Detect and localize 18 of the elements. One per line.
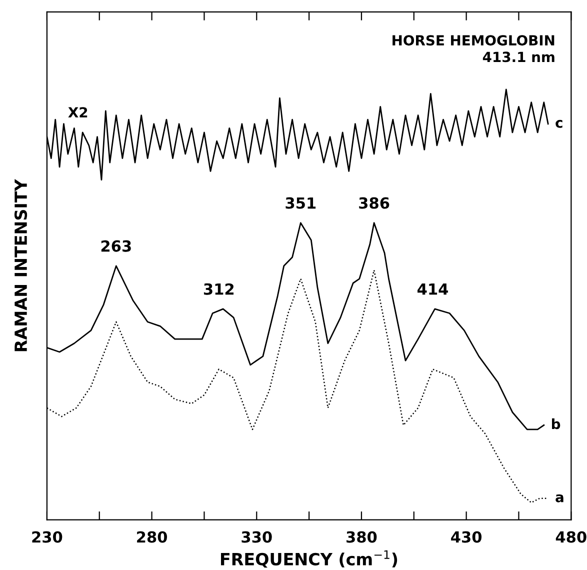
x-tick-label: 380 (346, 531, 377, 543)
annotation: 386 (359, 197, 390, 209)
x-tick-label: 480 (556, 531, 586, 543)
annotation: 312 (204, 283, 234, 295)
x-tick-label: 280 (137, 531, 168, 543)
annotation: 414 (418, 284, 448, 295)
y-axis-title: RAMAN INTENSITY (14, 179, 28, 352)
annotation: 263 (101, 240, 131, 252)
annotation: 351 (286, 197, 316, 209)
x-axis-title: FREQUENCY (cm$^{−1}$) (221, 550, 398, 568)
x-tick-label: 230 (32, 531, 62, 543)
series-label: b (552, 418, 560, 430)
x-tick-label: 330 (242, 531, 272, 543)
text: HORSE HEMOGLOBIN 413.1 nm (392, 35, 554, 62)
series-label: c (556, 120, 562, 128)
x-tick-label: 430 (451, 531, 482, 543)
annotation: X2 (68, 107, 88, 118)
series-label: a (556, 494, 564, 502)
